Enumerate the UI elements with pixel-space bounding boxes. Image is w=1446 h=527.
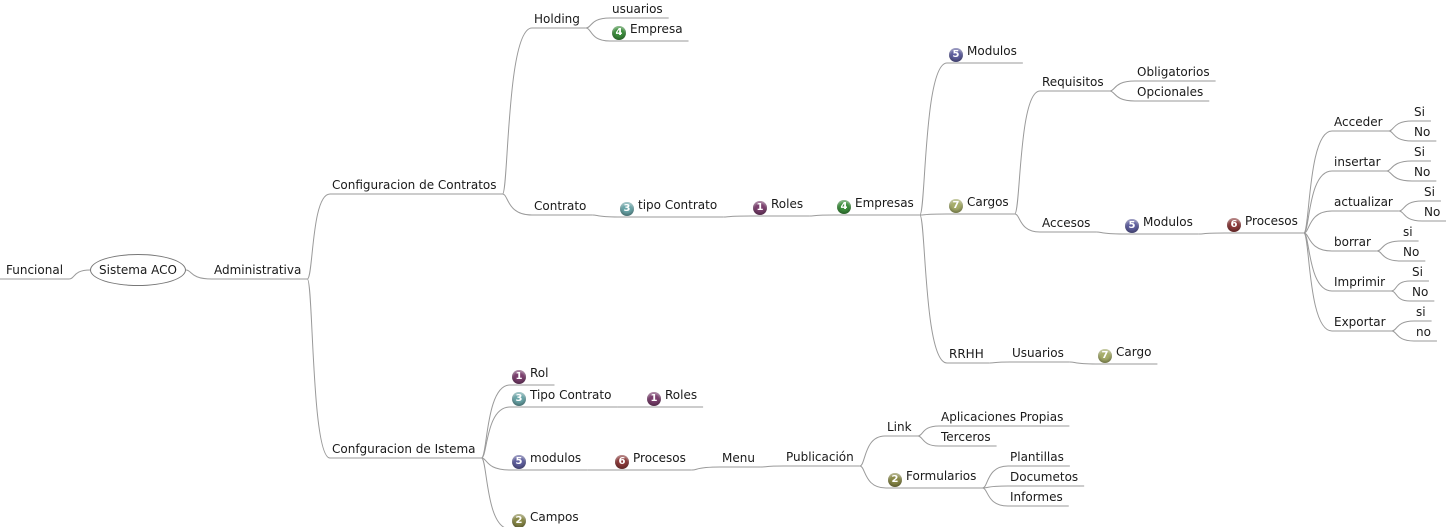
- priority-1-icon: 1: [647, 392, 661, 406]
- priority-1-icon: 1: [512, 370, 526, 384]
- node-terceros[interactable]: Terceros: [941, 430, 991, 444]
- node-empresa-holding[interactable]: 4 Empresa: [612, 22, 683, 40]
- node-cargo-rrhh[interactable]: 7 Cargo: [1098, 345, 1151, 363]
- node-modulos-top[interactable]: 5 Modulos: [949, 44, 1017, 62]
- node-usuarios-rrhh[interactable]: Usuarios: [1012, 346, 1064, 360]
- priority-2-icon: 2: [512, 514, 526, 527]
- priority-3-icon: 3: [512, 392, 526, 406]
- node-borrar[interactable]: borrar: [1334, 235, 1371, 249]
- node-imprimir[interactable]: Imprimir: [1334, 275, 1386, 289]
- node-requisitos[interactable]: Requisitos: [1042, 75, 1104, 89]
- priority-4-icon: 4: [612, 26, 626, 40]
- node-contrato[interactable]: Contrato: [534, 199, 587, 213]
- node-config-sistema[interactable]: Confguracion de Istema: [332, 442, 476, 456]
- node-tipo-contrato[interactable]: 3 tipo Contrato: [620, 198, 717, 216]
- node-exportar[interactable]: Exportar: [1334, 315, 1386, 329]
- node-borrar-si[interactable]: si: [1403, 225, 1413, 239]
- node-campos[interactable]: 2 Campos: [512, 510, 579, 527]
- node-actualizar-no[interactable]: No: [1424, 205, 1441, 219]
- node-acceder-si[interactable]: Si: [1414, 105, 1425, 119]
- node-roles[interactable]: 1 Roles: [753, 197, 803, 215]
- node-actualizar[interactable]: actualizar: [1334, 195, 1393, 209]
- node-modulos-accesos[interactable]: 5 Modulos: [1125, 215, 1193, 233]
- node-link[interactable]: Link: [887, 420, 912, 434]
- node-rol[interactable]: 1 Rol: [512, 366, 548, 384]
- priority-7-icon: 7: [949, 199, 963, 213]
- node-acceder-no[interactable]: No: [1414, 125, 1431, 139]
- node-administrativa[interactable]: Administrativa: [214, 263, 302, 277]
- node-modulos-sistema[interactable]: 5 modulos: [512, 451, 581, 469]
- node-plantillas[interactable]: Plantillas: [1010, 450, 1064, 464]
- node-procesos-accesos[interactable]: 6 Procesos: [1227, 214, 1298, 232]
- node-insertar[interactable]: insertar: [1334, 155, 1381, 169]
- node-empresas[interactable]: 4 Empresas: [837, 196, 914, 214]
- node-publicacion[interactable]: Publicación: [786, 450, 854, 464]
- node-opcionales[interactable]: Opcionales: [1137, 85, 1204, 99]
- priority-5-icon: 5: [1125, 219, 1139, 233]
- node-documetos[interactable]: Documetos: [1010, 470, 1079, 484]
- priority-6-icon: 6: [1227, 218, 1241, 232]
- node-informes[interactable]: Informes: [1010, 490, 1063, 504]
- node-imprimir-no[interactable]: No: [1412, 285, 1429, 299]
- node-tipo-contrato-sistema[interactable]: 3 Tipo Contrato: [512, 388, 611, 406]
- node-acceder[interactable]: Acceder: [1334, 115, 1383, 129]
- node-funcional[interactable]: Funcional: [6, 263, 64, 277]
- priority-7-icon: 7: [1098, 349, 1112, 363]
- node-formularios[interactable]: 2 Formularios: [888, 469, 976, 487]
- node-actualizar-si[interactable]: Si: [1424, 185, 1435, 199]
- node-accesos[interactable]: Accesos: [1042, 216, 1091, 230]
- root-label: Sistema ACO: [99, 263, 177, 277]
- node-imprimir-si[interactable]: Si: [1412, 265, 1423, 279]
- priority-3-icon: 3: [620, 202, 634, 216]
- node-usuarios-holding[interactable]: usuarios: [612, 2, 663, 16]
- node-insertar-no[interactable]: No: [1414, 165, 1431, 179]
- priority-1-icon: 1: [753, 201, 767, 215]
- priority-6-icon: 6: [615, 455, 629, 469]
- node-insertar-si[interactable]: Si: [1414, 145, 1425, 159]
- priority-5-icon: 5: [949, 48, 963, 62]
- node-menu[interactable]: Menu: [722, 451, 755, 465]
- node-exportar-si[interactable]: si: [1416, 305, 1426, 319]
- priority-2-icon: 2: [888, 473, 902, 487]
- node-aplicaciones-propias[interactable]: Aplicaciones Propias: [941, 410, 1064, 424]
- node-roles-sistema[interactable]: 1 Roles: [647, 388, 697, 406]
- priority-5-icon: 5: [512, 455, 526, 469]
- node-holding[interactable]: Holding: [534, 12, 580, 26]
- node-rrhh[interactable]: RRHH: [949, 347, 984, 361]
- node-exportar-no[interactable]: no: [1416, 325, 1431, 339]
- priority-4-icon: 4: [837, 200, 851, 214]
- node-cargos[interactable]: 7 Cargos: [949, 195, 1009, 213]
- root-node[interactable]: Sistema ACO: [90, 254, 186, 286]
- node-config-contratos[interactable]: Configuracion de Contratos: [332, 178, 497, 192]
- node-obligatorios[interactable]: Obligatorios: [1137, 65, 1210, 79]
- node-borrar-no[interactable]: No: [1403, 245, 1420, 259]
- node-procesos-sistema[interactable]: 6 Procesos: [615, 451, 686, 469]
